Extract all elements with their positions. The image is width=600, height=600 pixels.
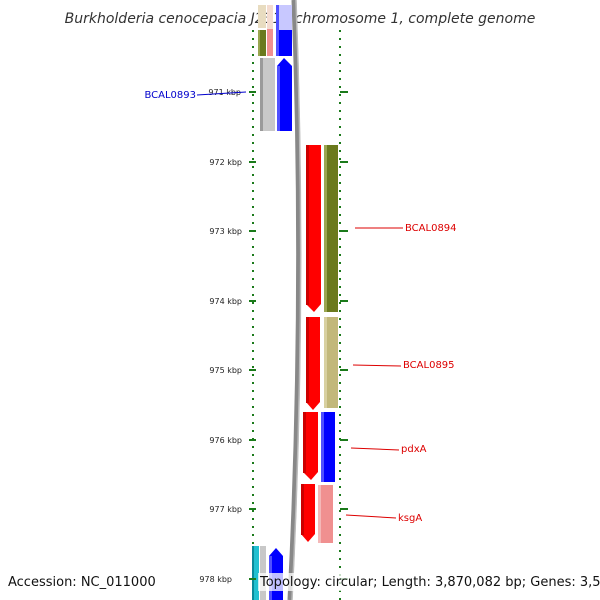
ruler-tick-label: 976 kbp bbox=[209, 436, 242, 445]
gene-bcal0895-arrow[interactable] bbox=[306, 317, 320, 410]
genome-title: Burkholderia cenocepacia J2315 chromosom… bbox=[65, 11, 536, 27]
feature-top-beige[interactable] bbox=[258, 5, 266, 28]
ruler-tick-label: 977 kbp bbox=[209, 505, 242, 514]
ruler-tick-mark-right bbox=[340, 230, 348, 232]
gene-bcal0893-arrow[interactable] bbox=[277, 58, 292, 131]
gene-label-bcal0893-group[interactable]: BCAL0893 bbox=[144, 90, 247, 101]
feature-pink-block[interactable] bbox=[318, 485, 333, 543]
chromosome-backbone-highlight bbox=[291, 0, 302, 600]
ruler-tick-mark-left bbox=[249, 300, 256, 302]
gene-ksga-arrow[interactable] bbox=[301, 484, 315, 542]
feature-top-blue[interactable] bbox=[276, 5, 292, 56]
gene-label-bcal0894[interactable]: BCAL0894 bbox=[405, 223, 457, 234]
gene-label-bcal0893[interactable]: BCAL0893 bbox=[144, 90, 196, 101]
ruler-tick-mark-right bbox=[340, 369, 348, 371]
gene-label-ksga[interactable]: ksgA bbox=[398, 513, 422, 524]
ruler-tick-mark-left bbox=[249, 161, 256, 163]
ruler-tick-mark-right bbox=[340, 91, 348, 93]
gene-label-bcal0894-group[interactable]: BCAL0894 bbox=[355, 223, 457, 234]
ruler-tick-mark-right bbox=[340, 439, 348, 441]
ruler-tick-mark-left bbox=[249, 230, 256, 232]
gene-pdxa-arrow[interactable] bbox=[303, 412, 318, 480]
gene-bcal0894-arrow[interactable] bbox=[306, 145, 321, 312]
ruler-tick-mark-right bbox=[340, 300, 348, 302]
feature-olive-block[interactable] bbox=[324, 145, 338, 312]
coordinate-ruler: 971 kbp 972 kbp 973 kbp 974 kbp 975 kbp 976 k… bbox=[199, 88, 348, 584]
genome-summary-text: Topology: circular; Length: 3,870,082 bp… bbox=[259, 575, 600, 590]
feature-grey-gene[interactable] bbox=[260, 58, 275, 131]
feature-top-pink[interactable] bbox=[267, 5, 273, 56]
gene-label-ksga-group[interactable]: ksgA bbox=[345, 513, 422, 524]
feature-blue-block[interactable] bbox=[321, 412, 335, 482]
feature-khaki-block[interactable] bbox=[324, 317, 338, 408]
ruler-tick-label: 974 kbp bbox=[209, 297, 242, 306]
accession-text: Accession: NC_011000 bbox=[8, 575, 156, 590]
ruler-tick-mark-left bbox=[249, 369, 256, 371]
ruler-tick-label: 972 kbp bbox=[209, 158, 242, 167]
ruler-tick-mark-left bbox=[249, 508, 256, 510]
gene-label-pdxa-group[interactable]: pdxA bbox=[350, 444, 427, 455]
ruler-tick-mark-right bbox=[340, 161, 348, 163]
ruler-tick-mark-right bbox=[340, 508, 348, 510]
feature-bottom-cyan[interactable] bbox=[252, 546, 259, 600]
ruler-tick-mark-left bbox=[249, 439, 256, 441]
feature-top-olive[interactable] bbox=[258, 30, 266, 56]
ruler-tick-label: 971 kbp bbox=[208, 88, 241, 97]
ruler-tick-mark-left bbox=[249, 91, 256, 93]
ruler-tick-label: 978 kbp bbox=[199, 575, 232, 584]
gene-label-bcal0895[interactable]: BCAL0895 bbox=[403, 360, 455, 371]
ruler-tick-label: 973 kbp bbox=[209, 227, 242, 236]
ruler-tick-label: 975 kbp bbox=[209, 366, 242, 375]
ruler-tick-mark-left bbox=[249, 578, 256, 580]
gene-label-bcal0895-group[interactable]: BCAL0895 bbox=[352, 360, 455, 371]
gene-label-pdxa[interactable]: pdxA bbox=[401, 444, 427, 455]
chromosome-backbone bbox=[287, 0, 302, 600]
footer-summary-backdrop bbox=[258, 573, 594, 591]
